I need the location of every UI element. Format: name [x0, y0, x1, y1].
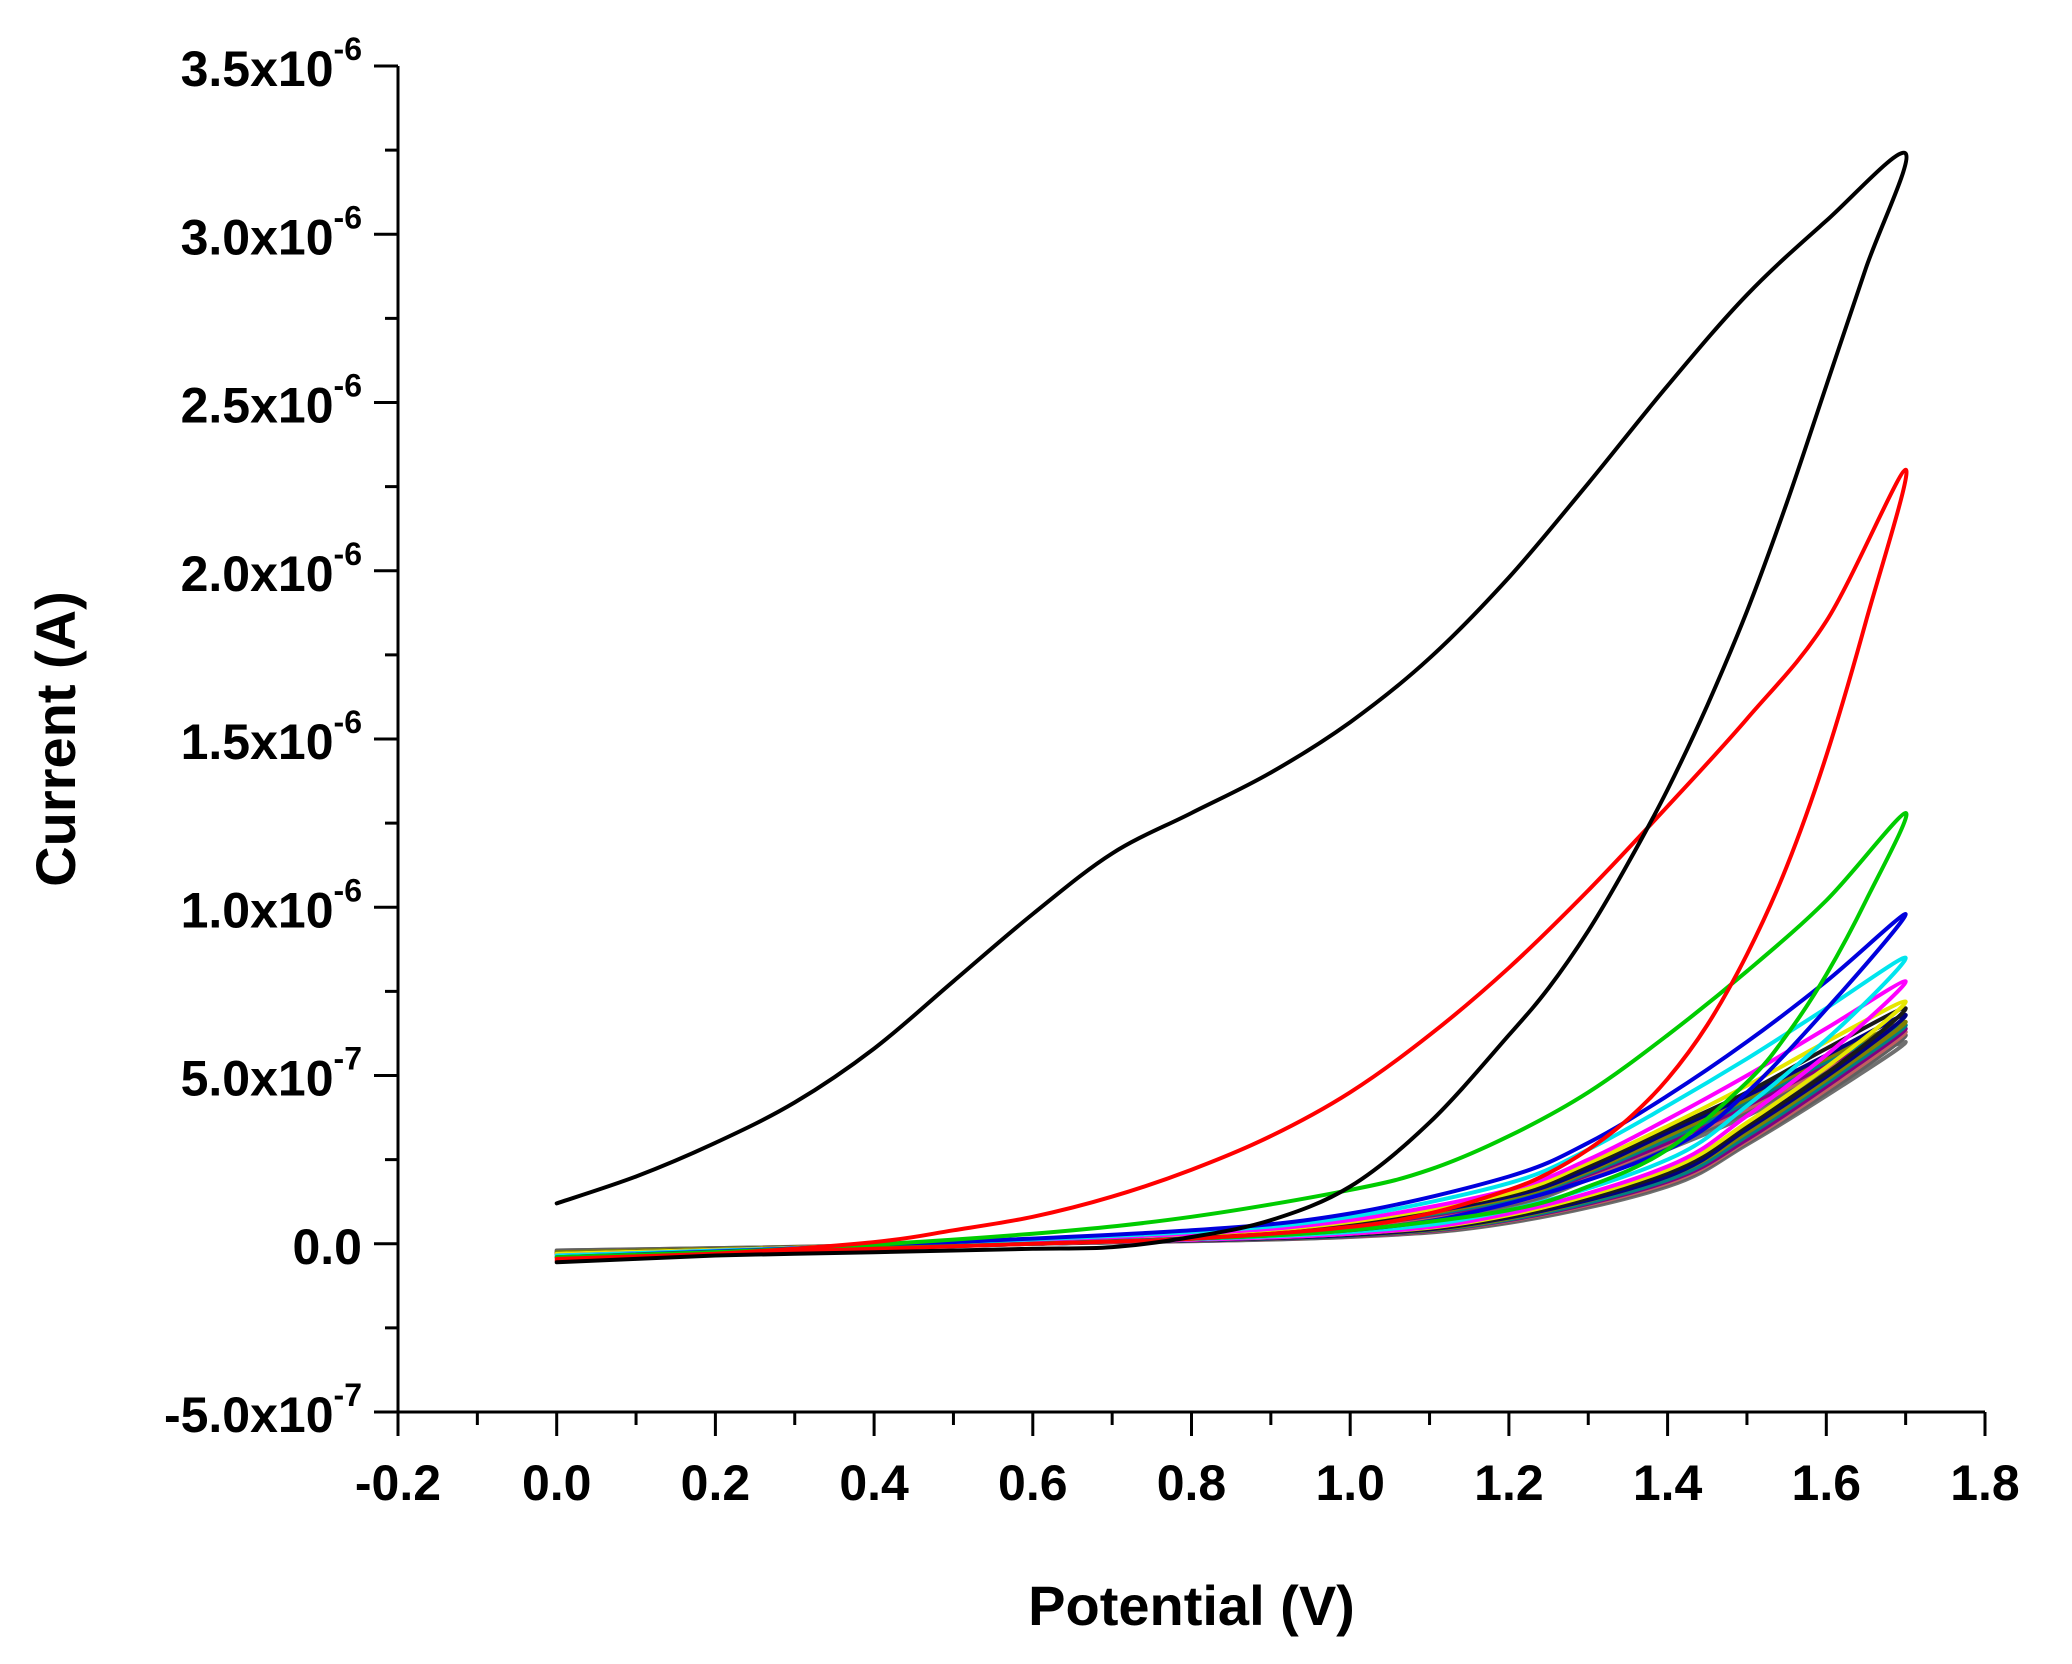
x-tick-label: 0.4: [839, 1455, 909, 1511]
x-axis-title: Potential (V): [1028, 1574, 1355, 1637]
y-tick-label: 2.0x10-6: [181, 536, 362, 602]
y-tick-exponent: -6: [334, 199, 362, 235]
y-tick-label: 3.5x10-6: [181, 31, 362, 97]
y-tick-label: 0.0: [292, 1219, 362, 1275]
series-line-cycle-2: [554, 467, 1909, 1263]
x-tick-label: 1.6: [1792, 1455, 1862, 1511]
x-tick-label: 0.2: [681, 1455, 751, 1511]
series-line-cycle-3: [554, 811, 1909, 1260]
y-tick-exponent: -7: [334, 1377, 362, 1413]
x-tick-label: 1.2: [1474, 1455, 1544, 1511]
y-tick-exponent: -6: [334, 872, 362, 908]
series-layer: [554, 150, 1909, 1265]
y-tick-label: 5.0x10-7: [181, 1041, 362, 1107]
y-tick-mantissa: 3.5x10: [181, 41, 334, 97]
x-tick-label: 1.4: [1633, 1455, 1703, 1511]
x-tick-label: 0.8: [1157, 1455, 1227, 1511]
y-tick-label: -5.0x10-7: [164, 1377, 362, 1443]
y-tick-label: 2.5x10-6: [181, 368, 362, 434]
series-line-cycle-1: [554, 150, 1909, 1265]
y-tick-mantissa: 0.0: [292, 1219, 362, 1275]
series-line-cycle-14: [554, 1033, 1908, 1253]
x-tick-label: 1.8: [1950, 1455, 2020, 1511]
y-tick-label: 1.5x10-6: [181, 704, 362, 770]
ticks-layer: -0.2 0.0 0.2 0.4 0.6 0.8 1.0 1.2 1.4 1.6 1.8 -5.0x1…: [164, 31, 2020, 1511]
y-tick-mantissa: -5.0x10: [164, 1387, 334, 1443]
y-tick-mantissa: 1.5x10: [181, 714, 334, 770]
y-tick-mantissa: 2.0x10: [181, 546, 334, 602]
y-tick-exponent: -6: [334, 31, 362, 67]
x-tick-label: 1.0: [1315, 1455, 1385, 1511]
x-tick-label: 0.0: [522, 1455, 592, 1511]
y-axis-title: Current (A): [24, 591, 87, 887]
y-tick-mantissa: 2.5x10: [181, 378, 334, 434]
y-tick-exponent: -6: [334, 704, 362, 740]
y-tick-exponent: -7: [334, 1041, 362, 1077]
y-tick-mantissa: 1.0x10: [181, 882, 334, 938]
x-tick-label: 0.6: [998, 1455, 1068, 1511]
y-tick-exponent: -6: [334, 368, 362, 404]
y-tick-mantissa: 3.0x10: [181, 209, 334, 265]
axes-layer: [396, 66, 1985, 1414]
x-tick-label: -0.2: [355, 1455, 441, 1511]
y-tick-label: 1.0x10-6: [181, 872, 362, 938]
y-tick-label: 3.0x10-6: [181, 199, 362, 265]
y-tick-exponent: -6: [334, 536, 362, 572]
y-tick-mantissa: 5.0x10: [181, 1051, 334, 1107]
